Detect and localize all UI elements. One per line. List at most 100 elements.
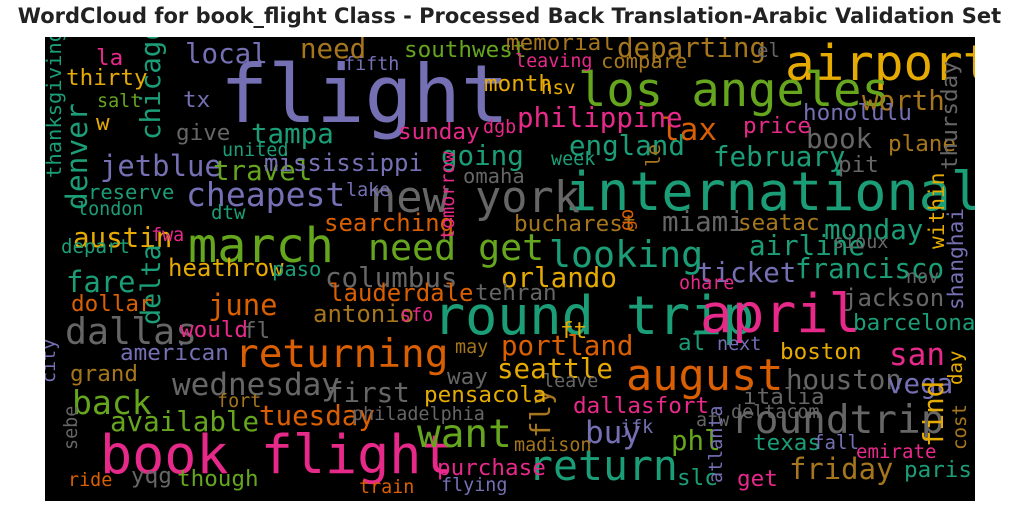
word-sfo: sfo [400,305,433,326]
word-omaha: omaha [463,164,525,188]
word-dallas: dallas [65,310,197,353]
word-miami: miami [662,206,745,238]
word-february: february [713,141,845,173]
word-la: la [96,45,123,71]
word-mississippi: mississippi [264,149,423,177]
word-fly: fly [525,388,557,438]
word-dollar: dollar [71,291,153,317]
cloud-background [45,37,975,501]
word-heathrow: heathrow [168,254,284,282]
word-cost: cost [948,404,971,450]
word-tehran: tehran [475,280,557,306]
word-seattle: seattle [497,353,613,385]
word-train: train [359,477,414,498]
word-houston: houston [786,364,902,396]
word-going: going [441,140,524,172]
word-tomorrow: tomorrow [438,150,459,240]
word-texas: texas [753,430,821,456]
word-within: within [924,172,949,249]
word-tx: tx [183,87,210,113]
word-price: price [743,113,811,139]
word-leaving: leaving [515,51,593,72]
word-go: go [617,209,638,231]
word-june: june [208,288,278,322]
word-dallasfort: dallasfort [573,393,709,419]
word-philippine: philippine [517,102,683,134]
word-leave: leave [543,371,598,392]
word-los-angeles: los angeles [578,63,890,118]
word-philadelphia: philadelphia [352,404,485,425]
word-would: would [180,317,248,343]
word-searching: searching [324,209,454,237]
word-thirty: thirty [66,65,148,91]
word-slc: slc [677,465,718,491]
word-next: next [717,334,761,355]
word-southwest: southwest [404,37,526,63]
word-local: local [185,38,268,70]
word-jfk: jfk [620,417,653,438]
word-united: united [222,140,288,161]
word-flying: flying [441,475,507,496]
word-fl: fl [243,318,270,344]
word-boston: boston [780,339,862,365]
word-purchase: purchase [437,455,546,481]
word-lauderdale: lauderdale [329,279,474,307]
word-shanghai: shanghai [943,208,968,310]
word-worth: worth [862,85,945,117]
word-day: day [944,351,967,386]
word-paris: paris [904,457,972,483]
word-dtw: dtw [211,201,246,224]
word-though: though [177,466,259,492]
word-plane: plane [888,131,956,157]
word-pit: pit [838,152,879,178]
word-w: w [96,110,110,136]
word-march: march [188,218,334,274]
word-city: city [45,339,60,383]
word-italia: italia [743,384,825,410]
word-portland: portland [501,330,633,362]
word-available: available [110,406,259,438]
word-depart: depart [61,235,130,258]
word-thanksgiving: thanksgiving [45,37,66,178]
word-al: al [678,330,705,356]
word-flight: flight [220,48,509,141]
word-fifth: fifth [344,54,399,75]
word-american: american [120,340,229,366]
word-barcelona: barcelona [853,310,975,336]
word-need-get: need get [368,226,544,269]
word-book-flight: book flight [100,423,454,486]
word-orlando: orlando [501,262,617,294]
word-tampa: tampa [251,118,334,150]
word-first: first [327,377,410,409]
word-week: week [551,149,595,170]
word-sunday: sunday [398,119,480,145]
word-jackson: jackson [843,284,944,312]
word-london: london [77,199,143,220]
word-denver: denver [60,103,94,210]
word-thursday: thursday [937,61,963,170]
word-seatac: seatac [738,210,820,236]
word-lake: lake [346,180,390,201]
chart-title: WordCloud for book_flight Class - Proces… [17,4,1002,28]
word-round-trip: round trip [433,284,754,347]
word-england: england [569,130,685,162]
word-departing: departing [617,37,766,64]
word-ticket: ticket [697,257,796,289]
word-roundtrip: roundtrip [731,397,944,443]
word-cheapest: cheapest [186,175,345,214]
word-monday: monday [824,214,923,246]
word-dgb: dgb [483,117,516,138]
word-phl: phl [671,425,721,457]
word-delta: delta [136,244,167,325]
word-jetblue: jetblue [100,149,222,183]
word-sioux: sioux [833,232,888,253]
word-looking: looking [549,233,703,276]
word-austin: austin [73,222,172,254]
word-back: back [72,383,152,422]
word-bucharest: bucharest [514,211,636,237]
word-el: el [757,39,780,62]
word-airline: airline [749,230,865,262]
word-way: way [447,364,488,390]
word-find: find [918,381,950,447]
word-atlanta: atlanta [706,405,727,483]
